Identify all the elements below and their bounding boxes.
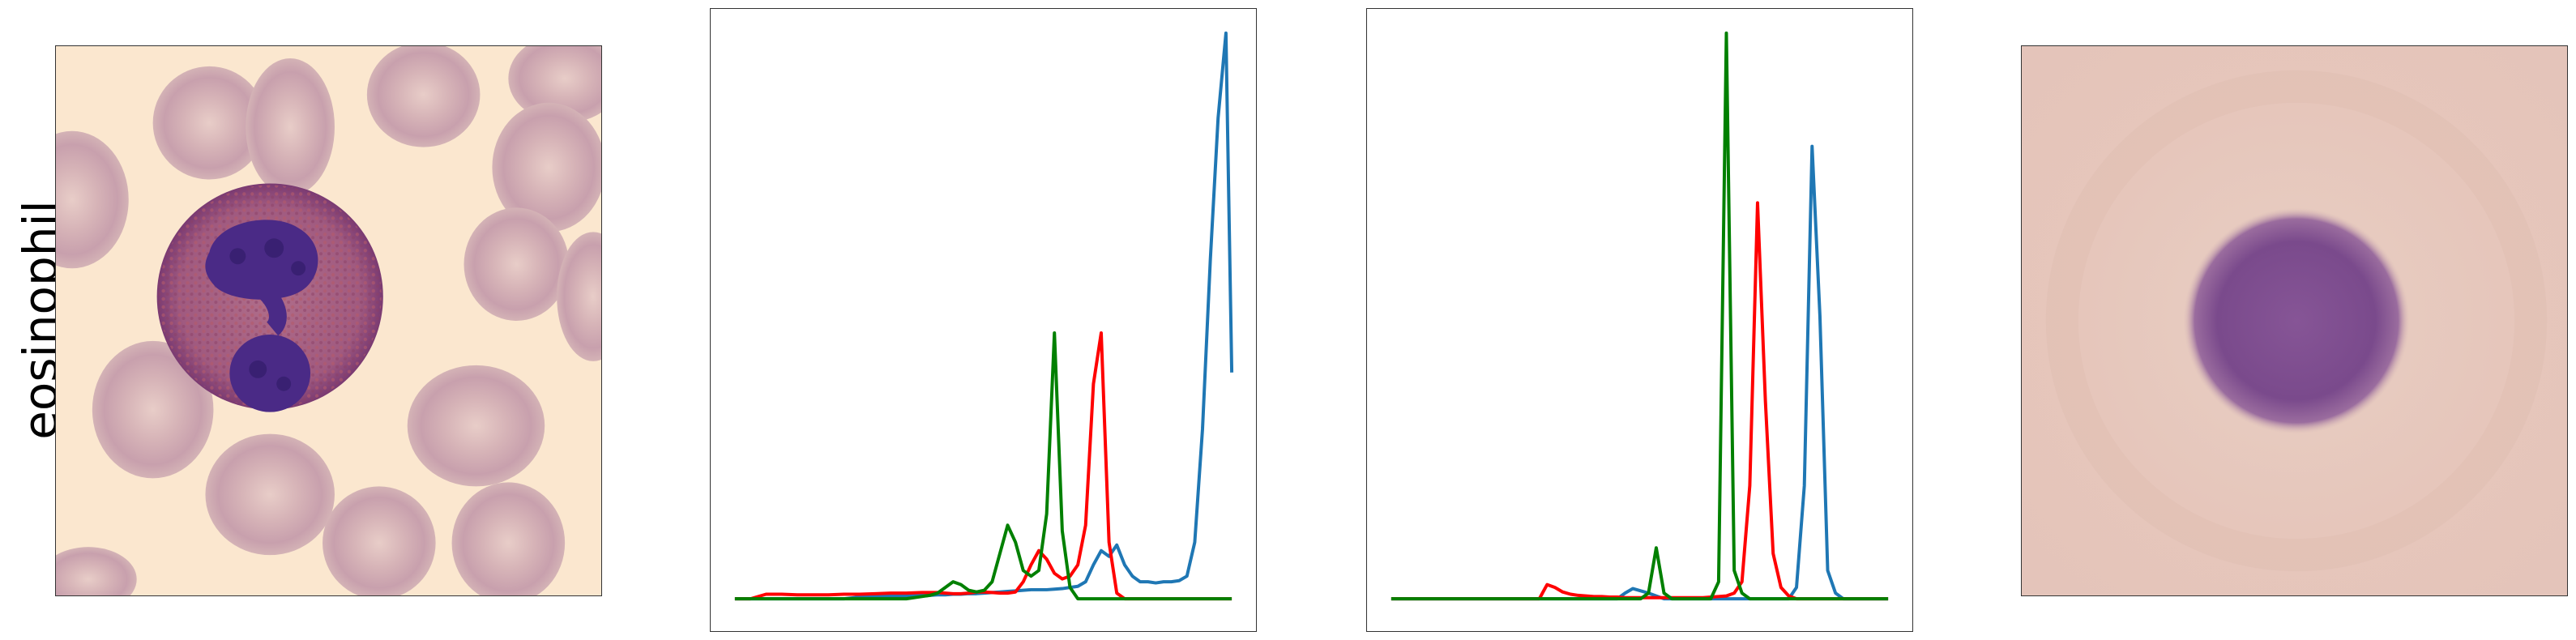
eosinophil-nucleus-lobe: [205, 220, 318, 300]
rbc: [407, 365, 545, 487]
rbc: [366, 46, 481, 147]
rbc: [152, 66, 267, 180]
histogram-1-series-blue: [734, 31, 1234, 601]
histogram-1-series-red: [734, 331, 1232, 601]
rbc: [323, 486, 436, 595]
rbc: [557, 232, 601, 361]
histogram-chart-2: [1391, 31, 1889, 601]
histogram-1-series-green: [734, 331, 1232, 601]
cell-image: [56, 46, 601, 595]
rbc: [451, 482, 566, 595]
rbc: [464, 207, 570, 321]
histogram-2-series-green: [1391, 31, 1889, 601]
cell-image-panel: [55, 45, 602, 596]
rbc: [56, 130, 129, 269]
rbc: [492, 102, 601, 233]
histogram-panel-2: [1366, 8, 1913, 632]
rbc: [92, 340, 214, 479]
rbc: [56, 547, 137, 595]
rbc: [205, 433, 335, 556]
mean-image: [2022, 46, 2567, 595]
histogram-2-series-red: [1391, 201, 1889, 601]
rbc: [508, 46, 601, 123]
histogram-2-series-blue: [1391, 144, 1889, 601]
eosinophil-nucleus-lobe: [229, 334, 311, 412]
mean-cell-blob: [2183, 207, 2410, 434]
histogram-panel-1: [710, 8, 1257, 632]
rbc: [246, 58, 335, 196]
histogram-chart-1: [734, 31, 1234, 601]
mean-image-panel: [2021, 45, 2568, 596]
